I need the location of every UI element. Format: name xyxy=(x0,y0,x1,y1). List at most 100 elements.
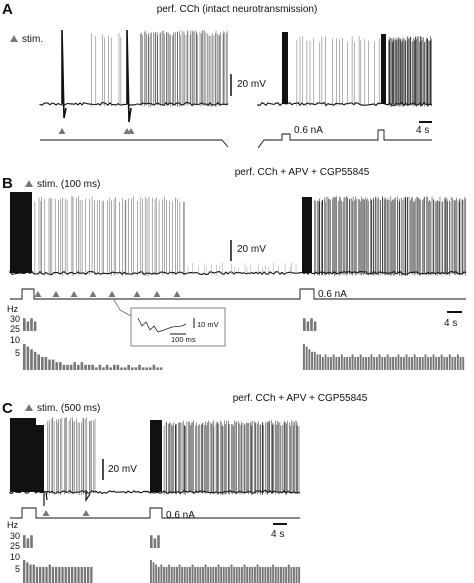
panel-b-inset-epsp-trace xyxy=(137,317,187,333)
panel-b-rate-bar-lower xyxy=(432,354,435,370)
panel-b-rate-bar-lower xyxy=(77,364,80,370)
panel-c-rate-bar-lower xyxy=(77,566,80,583)
action-potential-spikes xyxy=(140,30,228,107)
panel-c-stim-marker xyxy=(42,510,50,516)
panel-b-rate-bar-lower xyxy=(332,354,335,370)
panel-b-time-scale-label: 4 s xyxy=(444,318,457,329)
action-potential-spikes xyxy=(314,196,467,276)
panel-c-rate-bar-upper xyxy=(30,535,33,548)
panel-b-rate-bar-lower xyxy=(159,367,163,370)
panel-b-current-step xyxy=(10,288,466,300)
panel-c-current-label: 0.6 nA xyxy=(166,510,195,521)
panel-c-rate-histogram xyxy=(23,535,301,583)
panel-c-rate-bar-lower xyxy=(163,566,165,583)
panel-b-rate-bar-upper xyxy=(310,318,313,331)
action-potential-spikes xyxy=(388,36,432,107)
panel-a-current-step-left xyxy=(40,139,229,148)
panel-b-stim-marker xyxy=(52,291,60,297)
panel-c-rate-bar-lower xyxy=(29,564,32,583)
panel-c-rate-bar-lower xyxy=(196,566,199,583)
panel-c-rate-bar-lower xyxy=(178,564,181,583)
panel-b-rate-bar-lower xyxy=(23,344,26,370)
panel-b-voltage-scale-label: 20 mV xyxy=(237,244,266,255)
panel-b-rate-bar-lower xyxy=(340,354,343,370)
panel-b-inset-trace xyxy=(137,317,195,335)
panel-c-rate-bar-lower xyxy=(285,566,288,583)
panel-a-stim-marker xyxy=(127,128,135,134)
panel-b-rate-bar-lower xyxy=(365,357,367,370)
panel-c-rate-bar-lower xyxy=(248,566,251,583)
panel-b-rate-bar-lower xyxy=(113,364,116,370)
panel-b-rate-bar-lower xyxy=(141,367,145,370)
panel-b-voltage-trace xyxy=(9,192,467,300)
panel-b-rate-bar-lower xyxy=(400,357,403,370)
panel-c-rate-bar-lower xyxy=(209,566,212,583)
panel-a-depolarization-block xyxy=(282,32,288,104)
panel-b-rate-bar-lower xyxy=(127,364,130,370)
panel-b-rate-bar-lower xyxy=(316,354,319,370)
panel-c-ytick-5: 5 xyxy=(15,564,20,574)
panel-c-rate-bar-lower xyxy=(251,566,254,583)
panel-b-rate-bar-lower xyxy=(459,357,462,370)
panel-b-rate-bar-lower xyxy=(131,367,134,370)
panel-b-rate-bar-lower xyxy=(357,357,359,370)
panel-b-rate-bar-lower xyxy=(462,357,465,370)
panel-b-rate-bar-lower xyxy=(429,357,432,370)
panel-c-rate-bar-lower xyxy=(87,566,90,583)
panel-c-rate-bar-lower xyxy=(238,566,241,583)
panel-a-time-scale-label: 4 s xyxy=(416,125,429,136)
panel-b-rate-bar-lower xyxy=(421,357,424,370)
panel-a-voltage-trace xyxy=(39,29,433,149)
panel-b-rate-bar-lower xyxy=(373,357,376,370)
panel-a-scalebars xyxy=(230,74,432,123)
panel-c-rate-bar-lower xyxy=(212,566,215,583)
panel-c-third-block xyxy=(150,420,162,492)
panel-b-rate-bar-lower xyxy=(145,367,148,370)
panel-b-rate-bar-lower xyxy=(138,364,141,370)
panel-b-rate-bar-lower xyxy=(440,354,443,370)
panel-c-title: perf. CCh + APV + CGP55845 xyxy=(233,393,368,404)
panel-a-letter: A xyxy=(2,1,13,18)
panel-c-rate-bar-lower xyxy=(26,562,29,583)
panel-c-rate-bar-lower xyxy=(51,566,55,583)
panel-c-rate-bar-upper xyxy=(23,535,26,548)
panel-b-rate-bar-lower xyxy=(303,344,305,370)
panel-c-stim-response-1 xyxy=(43,491,48,506)
panel-c-stim-marker xyxy=(82,510,90,516)
panel-b-inset: 10 mV 100 ms xyxy=(113,299,226,347)
panel-b: B perf. CCh + APV + CGP55845 stim. (100 … xyxy=(2,167,467,370)
panel-c-rate-bar-lower xyxy=(264,566,267,583)
panel-b-rate-bar-lower xyxy=(386,354,389,370)
panel-c-legend-label: stim. (500 ms) xyxy=(37,403,100,414)
panel-a-second-stim-response xyxy=(126,29,132,123)
panel-b-ytick-25: 25 xyxy=(10,324,20,334)
panel-b-rate-bar-lower xyxy=(424,354,427,370)
panel-b-rate-bar-lower xyxy=(321,357,324,370)
panel-a-late-block xyxy=(381,34,386,104)
panel-b-rate-bar-lower xyxy=(335,357,338,370)
panel-b-rate-bar-lower xyxy=(448,354,451,370)
panel-b-rate-bar-lower xyxy=(62,364,66,370)
panel-b-rate-bar-lower xyxy=(73,362,76,370)
panel-b-legend-triangle xyxy=(25,180,33,187)
panel-b-current-label: 0.6 nA xyxy=(318,289,347,300)
panel-c-rate-bar-lower xyxy=(274,566,277,583)
panel-b-rate-bar-lower xyxy=(311,351,313,370)
panel-c-rate-bar-upper xyxy=(157,535,160,548)
panel-c-scalebars xyxy=(102,459,287,525)
panel-c-legend-triangle xyxy=(25,404,33,411)
panel-b-rate-bar-lower xyxy=(33,351,37,370)
panel-c-voltage-scale-label: 20 mV xyxy=(108,464,137,475)
panel-b-rate-bar-lower xyxy=(384,357,386,370)
panel-c-rate-bar-lower xyxy=(181,566,184,583)
panel-b-baseline xyxy=(9,270,467,276)
panel-c-rate-bar-lower xyxy=(280,566,282,583)
panel-b-rate-bar-lower xyxy=(381,357,384,370)
panel-b-letter: B xyxy=(2,175,13,192)
panel-c-rate-bar-lower xyxy=(168,564,171,583)
panel-c-rate-bar-lower xyxy=(228,566,230,583)
panel-c-rate-bar-lower xyxy=(165,566,168,583)
panel-b-rate-bar-lower xyxy=(456,354,459,370)
panel-c-rate-bar-lower xyxy=(235,566,238,583)
panel-c-rate-bar-lower xyxy=(23,560,26,583)
